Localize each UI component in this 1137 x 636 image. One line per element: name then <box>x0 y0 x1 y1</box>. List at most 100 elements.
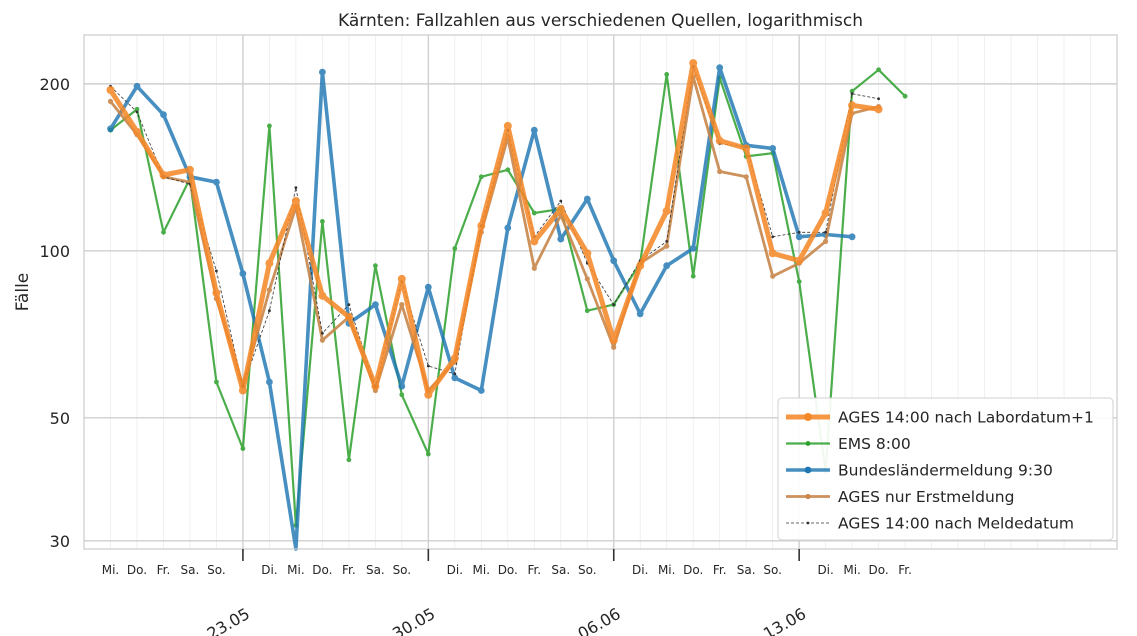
data-point <box>453 372 457 376</box>
data-point <box>768 249 777 258</box>
data-point <box>583 249 592 258</box>
data-point <box>612 303 616 306</box>
x-tick-day-label: Mi. <box>102 563 120 577</box>
data-point <box>321 331 324 335</box>
x-tick-day-label: Mi. <box>287 563 305 577</box>
data-point <box>715 136 724 145</box>
data-point <box>530 237 539 246</box>
data-point <box>848 233 856 241</box>
data-point <box>399 302 405 308</box>
data-point <box>426 364 430 368</box>
data-point <box>824 230 827 234</box>
legend-label: AGES 14:00 nach Labordatum+1 <box>838 409 1094 427</box>
data-point <box>133 82 141 90</box>
x-tick-day-label: Di. <box>261 563 277 577</box>
data-point <box>636 261 645 270</box>
x-tick-day-label: Mi. <box>473 563 491 577</box>
data-point <box>266 287 272 293</box>
data-point <box>848 101 857 110</box>
data-point <box>504 224 512 232</box>
data-point <box>876 67 881 73</box>
y-axis: 30 50 100 200 <box>39 75 70 551</box>
data-point <box>477 221 486 230</box>
data-point <box>849 88 855 94</box>
data-point <box>531 210 537 216</box>
data-point <box>240 446 246 451</box>
data-point <box>769 145 777 152</box>
data-point <box>503 121 512 130</box>
y-axis-label: Fälle <box>13 273 33 312</box>
data-point <box>346 457 352 463</box>
data-point <box>266 378 273 386</box>
x-tick-day-label: Sa. <box>737 563 756 577</box>
data-point <box>161 229 166 235</box>
data-point <box>559 199 563 203</box>
data-point <box>214 379 219 385</box>
x-tick-date-label: 23.05 <box>204 604 253 636</box>
x-tick-date-label: 13.06 <box>760 604 809 636</box>
data-point <box>267 123 272 129</box>
data-point <box>268 309 271 313</box>
y-tick-label: 200 <box>39 75 70 94</box>
x-tick-day-label: So. <box>763 563 782 577</box>
x-tick-day-label: Di. <box>817 563 833 577</box>
x-tick-day-label: Sa. <box>366 563 385 577</box>
legend-entry: EMS 8:00 <box>786 435 911 453</box>
data-point <box>425 451 431 457</box>
x-tick-day-label: Di. <box>632 563 648 577</box>
data-point <box>212 288 221 297</box>
x-tick-day-label: So. <box>393 563 412 577</box>
x-axis: Mi. Do. Fr. Sa. So. Di. Mi. Do. Fr. Sa. So. Di. Mi. D… <box>102 549 912 636</box>
data-point <box>530 126 538 134</box>
data-point <box>318 291 327 300</box>
data-point <box>133 127 141 136</box>
data-point <box>584 276 590 282</box>
data-point <box>663 262 671 270</box>
legend-marker <box>805 493 811 500</box>
data-point <box>160 111 167 119</box>
data-point <box>877 97 880 101</box>
x-tick-date-label: 30.05 <box>389 604 438 636</box>
data-point <box>372 301 379 308</box>
legend-marker <box>805 441 811 446</box>
data-point <box>106 86 115 94</box>
data-point <box>424 283 432 291</box>
x-tick-day-label: Fr. <box>527 563 541 577</box>
data-point <box>135 110 139 114</box>
data-point <box>397 274 406 283</box>
y-tick-label: 100 <box>39 242 70 261</box>
legend-marker <box>804 466 812 474</box>
x-tick-day-label: So. <box>207 563 226 577</box>
legend-marker <box>804 413 812 421</box>
x-tick-day-label: Di. <box>447 563 463 577</box>
legend: AGES 14:00 nach Labordatum+1 EMS 8:00 Bund… <box>777 397 1114 541</box>
data-point <box>795 256 804 265</box>
data-point <box>478 174 484 180</box>
plot-frame <box>83 34 1118 550</box>
series-ages-14-00-nach-labordatum-1 <box>106 59 883 399</box>
legend-box <box>777 397 1114 541</box>
data-point <box>159 171 168 179</box>
data-point <box>185 165 194 174</box>
legend-label: AGES 14:00 nach Meldedatum <box>838 515 1074 533</box>
data-point <box>107 98 114 104</box>
x-tick-day-label: Do. <box>312 563 332 577</box>
data-point <box>609 336 618 345</box>
legend-entry: Bundesländermeldung 9:30 <box>786 462 1053 480</box>
data-point <box>610 257 618 265</box>
data-point <box>716 64 724 71</box>
legend-entry: AGES nur Erstmeldung <box>786 488 1014 506</box>
data-point <box>796 279 802 284</box>
x-tick-day-label: Mi. <box>843 563 861 577</box>
data-point <box>344 312 353 321</box>
data-point <box>850 92 854 96</box>
data-point <box>319 68 326 76</box>
x-tick-day-label: Do. <box>683 563 703 577</box>
data-point <box>611 344 617 350</box>
data-point <box>821 209 830 217</box>
x-tick-day-label: Fr. <box>157 563 171 577</box>
x-tick-day-label: So. <box>578 563 597 577</box>
data-point <box>477 387 485 394</box>
data-point <box>717 168 723 175</box>
x-tick-day-label: Sa. <box>181 563 200 577</box>
